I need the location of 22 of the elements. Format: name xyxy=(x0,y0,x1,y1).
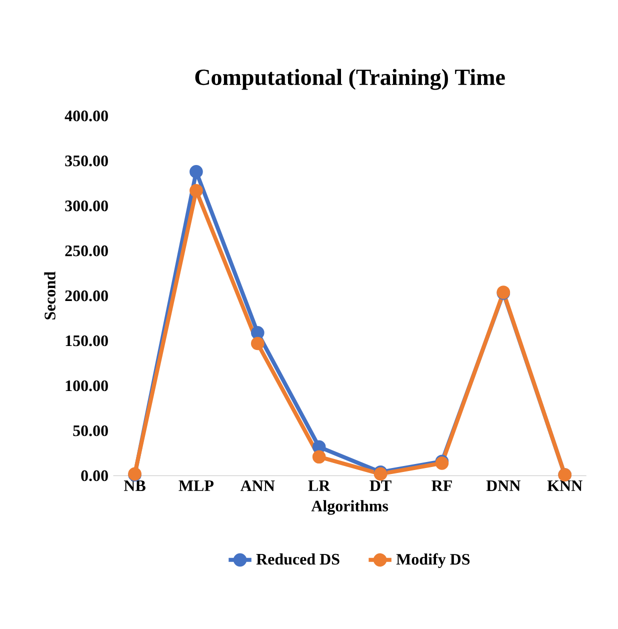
legend-label: Modify DS xyxy=(396,553,470,568)
y-tick-label: 100.00 xyxy=(66,380,108,392)
x-tick-label: ANN xyxy=(240,480,275,492)
y-tick-label: 200.00 xyxy=(65,290,108,302)
x-axis-title: Algorithms xyxy=(311,500,388,515)
x-tick-label: RF xyxy=(431,480,452,491)
y-tick-label: 50.00 xyxy=(73,425,108,436)
y-tick-label: 300.00 xyxy=(65,200,108,212)
x-tick-label: KNN xyxy=(547,480,582,491)
y-tick-label: 0.00 xyxy=(81,470,108,482)
x-tick-label: MLP xyxy=(178,480,214,491)
x-tick-label: NB xyxy=(124,480,146,491)
x-tick-label: LR xyxy=(308,480,330,491)
y-tick-label: 150.00 xyxy=(66,335,108,346)
legend-label: Reduced DS xyxy=(256,553,340,565)
x-tick-label: DNN xyxy=(486,480,520,491)
y-tick-label: 250.00 xyxy=(65,245,108,256)
chart-title: Computational (Training) Time xyxy=(195,68,505,90)
y-tick-label: 350.00 xyxy=(65,155,108,166)
y-tick-label: 400.00 xyxy=(64,110,108,122)
x-tick-label: DT xyxy=(370,480,392,491)
y-axis-title: Second xyxy=(44,272,56,320)
